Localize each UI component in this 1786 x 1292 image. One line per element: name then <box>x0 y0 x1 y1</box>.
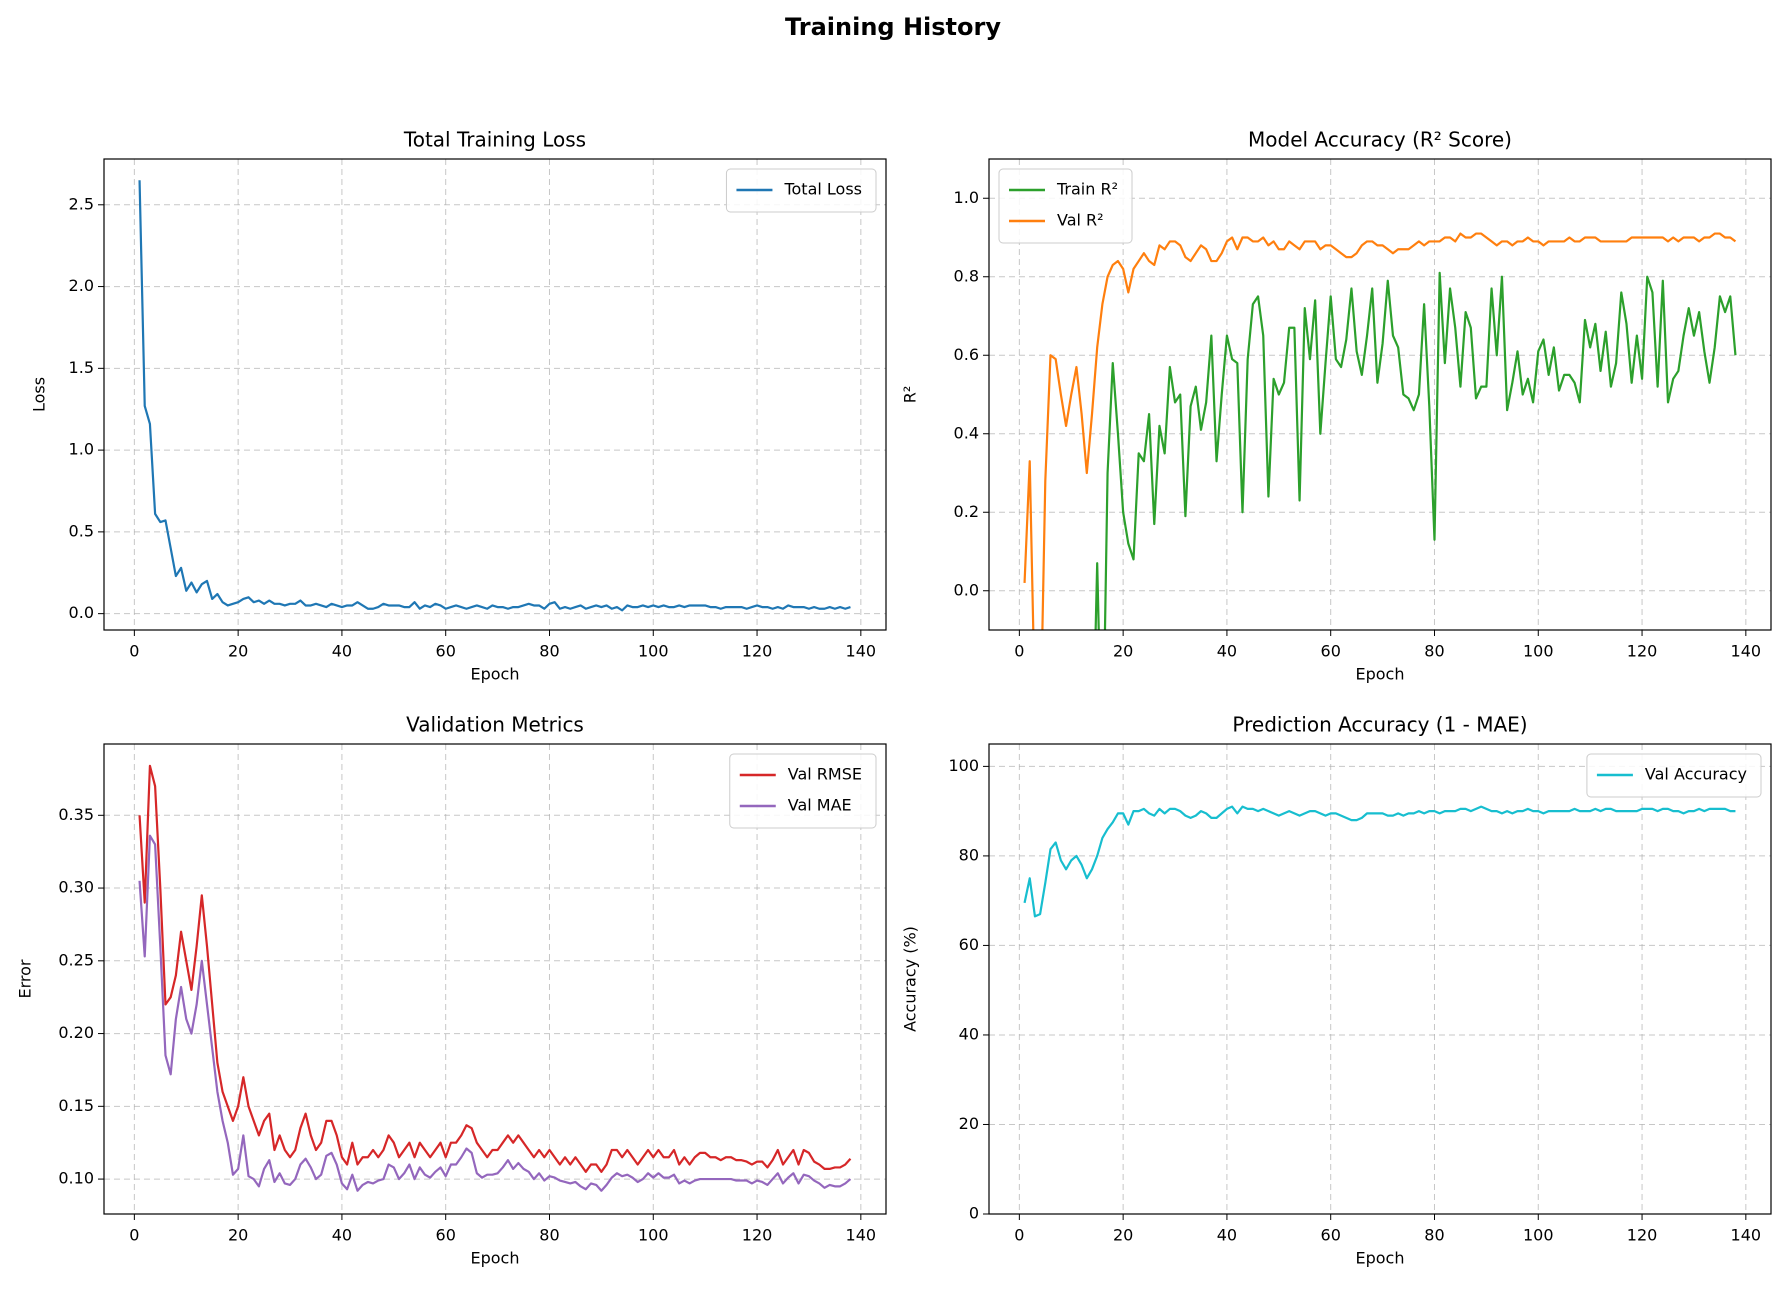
y-tick-label: 0.15 <box>58 1096 94 1115</box>
legend-label: Val RMSE <box>788 765 862 784</box>
y-tick-label: 0.0 <box>954 580 979 599</box>
series-line <box>1023 805 1736 918</box>
x-tick-label: 80 <box>539 642 559 661</box>
x-tick-label: 40 <box>332 642 352 661</box>
axes-frame <box>988 158 1772 631</box>
legend-label: Val R² <box>1057 211 1104 230</box>
x-tick-label: 60 <box>1321 642 1341 661</box>
y-tick-label: 1.0 <box>954 188 979 207</box>
y-tick-label: 1.5 <box>69 358 94 377</box>
x-tick-label: 20 <box>1113 642 1133 661</box>
axes-title: Validation Metrics <box>406 713 584 737</box>
legend: Total Loss <box>725 168 877 213</box>
y-tick-label: 0.0 <box>69 603 94 622</box>
x-tick-label: 20 <box>1113 1226 1133 1245</box>
legend-label: Total Loss <box>783 180 862 199</box>
y-tick-label: 0.8 <box>954 266 979 285</box>
y-tick-label: 0 <box>969 1204 979 1223</box>
y-tick-label: 1.0 <box>69 440 94 459</box>
series-line <box>138 834 852 1192</box>
axes-frame <box>103 158 887 631</box>
y-axis-label: Accuracy (%) <box>901 926 920 1032</box>
x-tick-label: 80 <box>539 1226 559 1245</box>
x-tick-label: 0 <box>1014 642 1024 661</box>
plot-area <box>138 180 851 612</box>
legend: Train R² Val R² <box>998 168 1133 244</box>
y-tick-label: 2.5 <box>69 194 94 213</box>
x-tick-label: 120 <box>1627 642 1658 661</box>
x-tick-label: 0 <box>129 1226 139 1245</box>
x-tick-label: 100 <box>638 642 669 661</box>
y-tick-label: 40 <box>959 1024 979 1043</box>
y-axis-label: Error <box>16 959 35 998</box>
x-tick-label: 40 <box>332 1226 352 1245</box>
legend-box <box>998 168 1133 244</box>
plot-area <box>1023 232 1737 630</box>
x-tick-label: 60 <box>436 1226 456 1245</box>
y-tick-label: 20 <box>959 1114 979 1133</box>
legend-label: Train R² <box>1056 180 1118 199</box>
x-axis-label: Epoch <box>1356 665 1405 684</box>
x-tick-label: 20 <box>228 1226 248 1245</box>
legend-label: Val MAE <box>788 796 852 815</box>
x-tick-label: 40 <box>1217 642 1237 661</box>
y-tick-label: 80 <box>959 845 979 864</box>
legend: Val Accuracy <box>1586 753 1762 798</box>
y-tick-label: 0.20 <box>58 1023 94 1042</box>
x-axis-label: Epoch <box>471 1249 520 1268</box>
axes-title: Model Accuracy (R² Score) <box>1248 128 1512 152</box>
y-tick-label: 0.4 <box>954 423 979 442</box>
x-tick-label: 60 <box>1321 1226 1341 1245</box>
x-tick-label: 140 <box>1731 1226 1762 1245</box>
x-tick-label: 0 <box>129 642 139 661</box>
x-tick-label: 120 <box>742 1226 773 1245</box>
legend-box <box>725 168 877 213</box>
x-tick-label: 40 <box>1217 1226 1237 1245</box>
axes-frame <box>103 743 887 1215</box>
x-tick-label: 20 <box>228 642 248 661</box>
plot-area <box>138 764 852 1192</box>
y-tick-label: 2.0 <box>69 276 94 295</box>
x-tick-label: 100 <box>638 1226 669 1245</box>
axes-frame <box>988 743 1772 1215</box>
y-tick-label: 0.2 <box>954 502 979 521</box>
x-tick-label: 60 <box>436 642 456 661</box>
series-line <box>138 764 852 1173</box>
x-tick-label: 100 <box>1523 1226 1554 1245</box>
series-line <box>1023 232 1737 630</box>
y-tick-label: 0.35 <box>58 805 94 824</box>
x-axis-label: Epoch <box>471 665 520 684</box>
y-axis-label: R² <box>901 386 920 404</box>
legend-box <box>729 753 877 829</box>
y-axis-label: Loss <box>30 377 49 412</box>
x-tick-label: 140 <box>1731 642 1762 661</box>
y-tick-label: 60 <box>959 935 979 954</box>
y-tick-label: 0.10 <box>58 1169 94 1188</box>
y-tick-label: 0.5 <box>69 521 94 540</box>
x-tick-label: 140 <box>846 642 877 661</box>
x-tick-label: 0 <box>1014 1226 1024 1245</box>
x-axis-label: Epoch <box>1356 1249 1405 1268</box>
x-tick-label: 120 <box>742 642 773 661</box>
legend: Val RMSE Val MAE <box>729 753 877 829</box>
series-line <box>138 180 851 612</box>
series-line <box>1094 271 1737 630</box>
figure-title: Training History <box>785 13 1001 41</box>
legend-box <box>1586 753 1762 798</box>
y-tick-label: 0.6 <box>954 345 979 364</box>
x-tick-label: 100 <box>1523 642 1554 661</box>
axes-title: Prediction Accuracy (1 - MAE) <box>1232 713 1527 737</box>
plot-area <box>1023 805 1736 918</box>
y-tick-label: 100 <box>948 756 979 775</box>
axes-title: Total Training Loss <box>403 128 586 152</box>
x-tick-label: 80 <box>1424 642 1444 661</box>
y-tick-label: 0.30 <box>58 878 94 897</box>
legend-label: Val Accuracy <box>1645 765 1747 784</box>
y-tick-label: 0.25 <box>58 950 94 969</box>
x-tick-label: 140 <box>846 1226 877 1245</box>
x-tick-label: 80 <box>1424 1226 1444 1245</box>
x-tick-label: 120 <box>1627 1226 1658 1245</box>
